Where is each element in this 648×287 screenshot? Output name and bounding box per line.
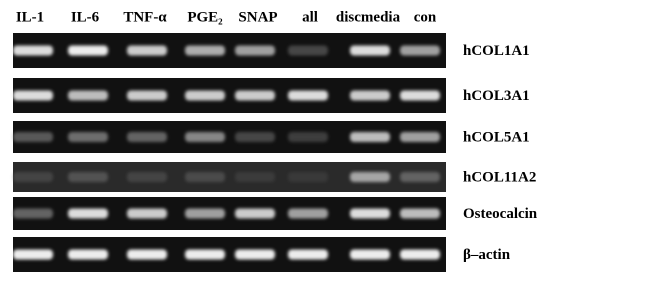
band	[400, 172, 440, 182]
band	[235, 45, 275, 56]
band	[13, 249, 53, 260]
gene-label: Osteocalcin	[463, 206, 538, 222]
gene-label: hCOL3A1	[463, 88, 530, 104]
lane-label: PGE₂	[187, 9, 223, 25]
band	[288, 208, 328, 219]
band	[127, 208, 167, 219]
band	[185, 208, 225, 219]
band	[127, 90, 167, 101]
band	[235, 208, 275, 219]
lane-label: con	[414, 9, 437, 25]
lane-label: discmedia	[336, 9, 401, 25]
gel-strip	[13, 121, 446, 153]
band	[127, 132, 167, 142]
band	[68, 172, 108, 182]
band	[68, 249, 108, 260]
band	[350, 208, 390, 219]
gene-label: hCOL1A1	[463, 43, 530, 59]
lane-label: IL-6	[71, 9, 100, 25]
band	[350, 90, 390, 101]
band	[13, 132, 53, 142]
lane-label: IL-1	[16, 9, 44, 25]
band	[127, 172, 167, 182]
band	[127, 45, 167, 56]
band	[185, 172, 225, 182]
band	[288, 249, 328, 260]
gene-label: β–actin	[463, 247, 511, 263]
band	[235, 90, 275, 101]
gel-strip	[13, 78, 446, 113]
band	[68, 45, 108, 56]
band	[235, 249, 275, 260]
band	[185, 132, 225, 142]
band	[127, 249, 167, 260]
band	[13, 90, 53, 101]
band	[185, 249, 225, 260]
band	[288, 172, 328, 182]
band	[288, 132, 328, 142]
band	[400, 132, 440, 142]
band	[68, 132, 108, 142]
band	[185, 90, 225, 101]
band	[350, 132, 390, 142]
band	[68, 208, 108, 219]
band	[235, 172, 275, 182]
band	[68, 90, 108, 101]
band	[350, 45, 390, 56]
lane-label: SNAP	[238, 9, 277, 25]
band	[185, 45, 225, 56]
band	[13, 45, 53, 56]
gel-strip	[13, 33, 446, 68]
band	[400, 45, 440, 56]
gene-label: hCOL11A2	[463, 169, 536, 185]
gel-strip	[13, 197, 446, 230]
band	[400, 90, 440, 101]
band	[350, 249, 390, 260]
band	[350, 172, 390, 182]
gel-strip	[13, 237, 446, 272]
band	[288, 90, 328, 101]
gene-label: hCOL5A1	[463, 129, 530, 145]
band	[235, 132, 275, 142]
band	[13, 172, 53, 182]
band	[400, 249, 440, 260]
gel-strip	[13, 162, 446, 192]
band	[13, 208, 53, 219]
band	[288, 45, 328, 56]
lane-label: TNF-α	[123, 9, 167, 25]
lane-label: all	[302, 9, 318, 25]
band	[400, 208, 440, 219]
